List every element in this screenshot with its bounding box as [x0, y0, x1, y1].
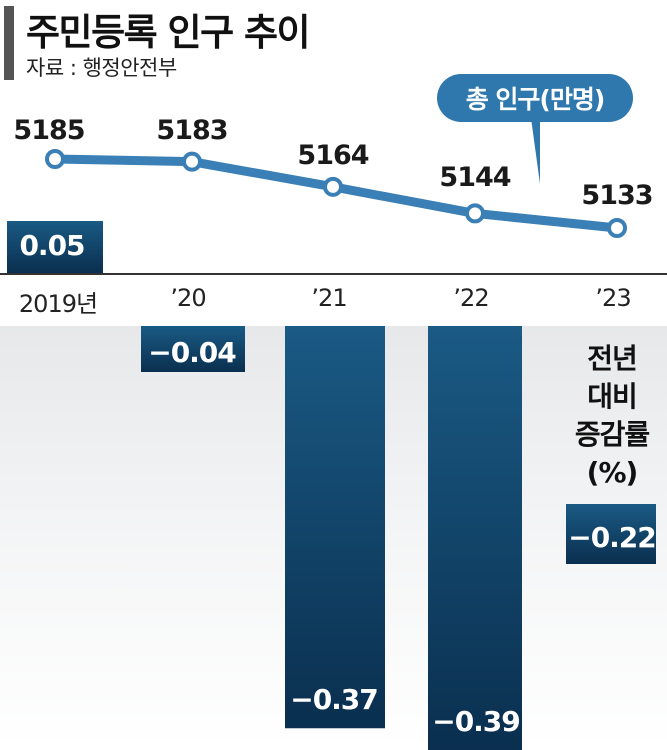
rate-bar	[428, 326, 522, 750]
x-tick-label: ’20	[170, 284, 206, 312]
rate-caption: 전년 대비 증감률 (%)	[557, 340, 667, 492]
rate-value-label: −0.22	[568, 521, 657, 554]
population-callout: 총 인구(만명)	[437, 74, 633, 122]
rate-value-label: 0.05	[19, 229, 85, 262]
rate-caption-line: 증감률	[574, 418, 650, 451]
x-tick-label: 2019년	[18, 290, 98, 318]
rate-value-label: −0.37	[290, 683, 379, 716]
rate-caption-line: (%)	[586, 456, 639, 489]
rate-caption-line: 전년	[587, 342, 638, 375]
rate-value-label: −0.04	[148, 336, 237, 369]
x-tick-label: ’22	[453, 284, 489, 312]
rate-value-label: −0.39	[432, 705, 521, 738]
population-point	[607, 218, 627, 238]
population-value-label: 5164	[297, 140, 369, 171]
population-value-label: 5183	[156, 115, 228, 146]
population-value-label: 5185	[13, 115, 85, 146]
rate-caption-line: 대비	[587, 380, 638, 413]
population-value-label: 5144	[439, 162, 511, 193]
population-point	[45, 149, 65, 169]
title-accent-bar	[4, 6, 14, 80]
population-point	[323, 176, 343, 197]
source-note: 자료 : 행정안전부	[26, 56, 177, 80]
population-value-label: 5133	[581, 180, 653, 211]
rate-bar	[7, 221, 103, 273]
rate-bar	[566, 504, 656, 564]
population-point	[465, 203, 485, 224]
x-tick-label: ’23	[595, 284, 631, 312]
rate-bar	[141, 326, 245, 372]
population-point	[182, 151, 202, 172]
callout-pointer	[531, 118, 540, 184]
chart-title: 주민등록 인구 추이	[26, 11, 311, 54]
x-axis-baseline	[0, 273, 667, 275]
rate-bar	[285, 326, 385, 729]
x-tick-label: ’21	[311, 284, 347, 312]
